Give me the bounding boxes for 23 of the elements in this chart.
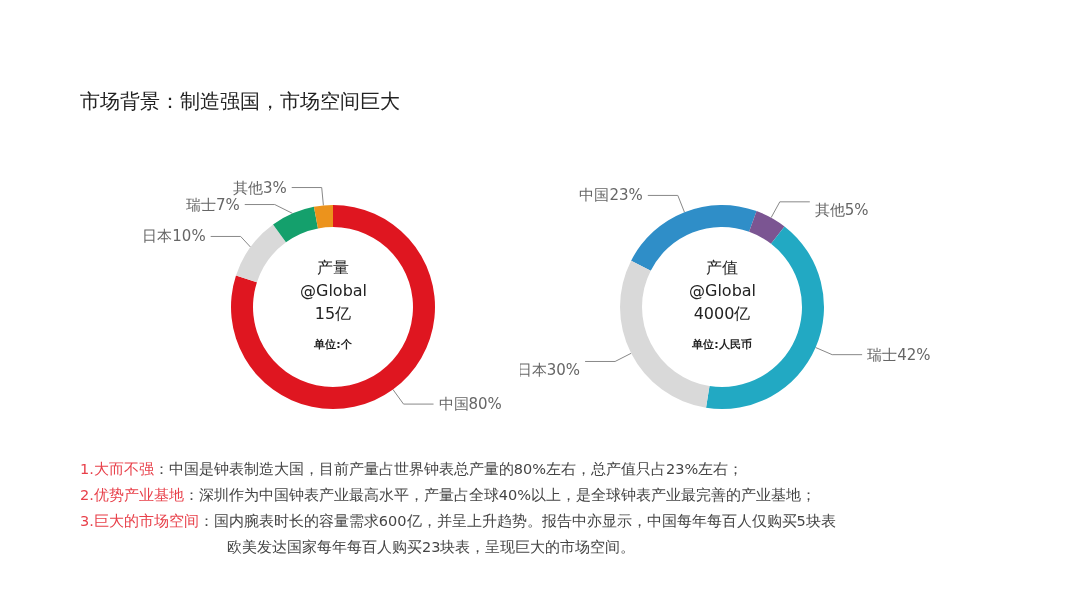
text: 单位:人民币 xyxy=(691,338,752,351)
text: ：国内腕表时长的容量需求600亿，并呈上升趋势。报告中亦显示，中国每年每百人仅购买5块表 xyxy=(198,512,836,531)
text: @Global xyxy=(689,280,757,300)
slice-label: 其他5% xyxy=(814,201,869,220)
text: 欧美发达国家每年每百人购买23块表，呈现巨大的市场空间。 xyxy=(226,538,637,557)
slice-label: 中国80% xyxy=(438,395,502,414)
text: 单位:个 xyxy=(313,338,353,351)
text: 3.巨大的市场空间 xyxy=(80,512,199,531)
text: 产量 xyxy=(317,257,349,277)
text: 产值 xyxy=(706,257,738,277)
text: ：中国是钟表制造大国，目前产量占世界钟表总产量的80%左右，总产值只占23%左右； xyxy=(153,460,744,479)
slice-label: 瑞士42% xyxy=(867,345,931,364)
text: 市场背景：制造强国，市场空间巨大 xyxy=(80,88,400,115)
text: 1.大而不强 xyxy=(80,460,154,479)
text: 15亿 xyxy=(314,303,352,323)
slice-label: 日本10% xyxy=(142,227,206,246)
text: 4000亿 xyxy=(693,303,751,323)
slice-label: 中国23% xyxy=(579,186,643,205)
text: ：深圳作为中国钟表产业最高水平，产量占全球40%以上，是全球钟表产业最完善的产业基地； xyxy=(183,486,817,505)
text: 2.优势产业基地 xyxy=(80,486,184,505)
slice-label: 瑞士7% xyxy=(185,195,240,214)
text: @Global xyxy=(300,280,368,300)
slice-label: 其他3% xyxy=(232,178,287,197)
